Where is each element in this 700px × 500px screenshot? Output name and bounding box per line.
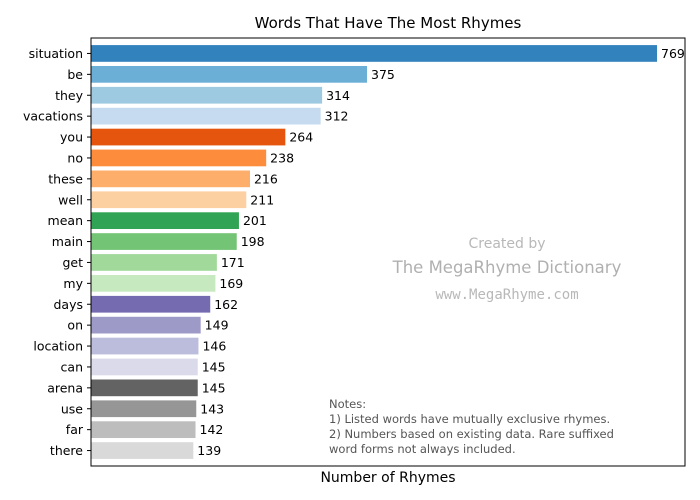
- bar-far: [91, 421, 196, 439]
- y-tick-label: vacations: [23, 109, 83, 124]
- value-label: 211: [250, 192, 274, 207]
- bar-you: [91, 128, 286, 146]
- bar-be: [91, 65, 368, 83]
- watermark-line2: The MegaRhyme Dictionary: [392, 258, 622, 277]
- watermark-line3: www.MegaRhyme.com: [435, 287, 578, 303]
- bar-vacations: [91, 107, 321, 125]
- y-tick-label: there: [50, 443, 83, 458]
- bar-mean: [91, 212, 239, 230]
- value-label: 314: [326, 88, 350, 103]
- y-tick-label: situation: [29, 46, 83, 61]
- y-tick-labels: situation be they vacations you no these well me…: [23, 46, 91, 458]
- bars-group: [91, 45, 658, 459]
- value-label: 169: [219, 276, 243, 291]
- y-tick-label: these: [48, 171, 83, 186]
- value-label: 238: [270, 150, 294, 165]
- notes: Notes: 1) Listed words have mutually exc…: [329, 397, 614, 456]
- y-tick-label: they: [55, 88, 84, 103]
- value-label: 149: [205, 318, 229, 333]
- value-label: 264: [289, 130, 313, 145]
- bar-these: [91, 170, 250, 188]
- y-tick-label: main: [52, 234, 83, 249]
- y-tick-label: far: [66, 422, 84, 437]
- y-tick-label: mean: [48, 213, 83, 228]
- bar-get: [91, 254, 217, 271]
- value-label: 375: [371, 67, 395, 82]
- y-tick-label: no: [67, 150, 83, 165]
- y-tick-label: use: [61, 401, 83, 416]
- value-label: 216: [254, 171, 278, 186]
- value-label: 145: [202, 359, 226, 374]
- bar-my: [91, 274, 216, 292]
- value-labels: 769 375 314 312 264 238 216 211 201 198 171 169 162 1…: [197, 46, 685, 458]
- notes-line4: word forms not always included.: [329, 442, 516, 456]
- bar-arena: [91, 379, 198, 397]
- bar-situation: [91, 45, 658, 62]
- y-tick-label: well: [58, 192, 83, 207]
- value-label: 162: [214, 297, 238, 312]
- bar-they: [91, 86, 323, 104]
- bar-location: [91, 337, 199, 355]
- bar-use: [91, 400, 197, 418]
- bar-days: [91, 295, 211, 313]
- watermark: Created by The MegaRhyme Dictionary www.…: [392, 236, 622, 303]
- bar-well: [91, 191, 247, 209]
- value-label: 142: [200, 422, 224, 437]
- bar-main: [91, 233, 237, 250]
- value-label: 198: [241, 234, 265, 249]
- chart-title: Words That Have The Most Rhymes: [255, 14, 522, 32]
- notes-line3: 2) Numbers based on existing data. Rare …: [329, 427, 614, 441]
- bar-no: [91, 149, 267, 167]
- bar-there: [91, 442, 194, 459]
- y-tick-label: get: [62, 255, 83, 270]
- value-label: 171: [221, 255, 245, 270]
- y-tick-label: on: [67, 318, 83, 333]
- notes-line1: Notes:: [329, 397, 366, 411]
- watermark-line1: Created by: [468, 236, 545, 252]
- value-label: 139: [197, 443, 221, 458]
- notes-line2: 1) Listed words have mutually exclusive …: [329, 412, 610, 426]
- y-tick-label: location: [33, 339, 83, 354]
- value-label: 146: [202, 339, 226, 354]
- value-label: 145: [202, 380, 226, 395]
- bar-can: [91, 358, 198, 376]
- y-tick-label: can: [61, 359, 83, 374]
- value-label: 143: [200, 401, 224, 416]
- y-tick-label: arena: [47, 380, 83, 395]
- y-tick-label: my: [63, 276, 83, 291]
- y-tick-label: be: [67, 67, 83, 82]
- plot-frame: [90, 37, 686, 467]
- x-axis-label: Number of Rhymes: [320, 470, 455, 486]
- y-tick-label: you: [60, 130, 83, 145]
- bar-on: [91, 316, 201, 334]
- y-tick-label: days: [53, 297, 83, 312]
- value-label: 312: [325, 109, 349, 124]
- value-label: 201: [243, 213, 267, 228]
- value-label: 769: [661, 46, 685, 61]
